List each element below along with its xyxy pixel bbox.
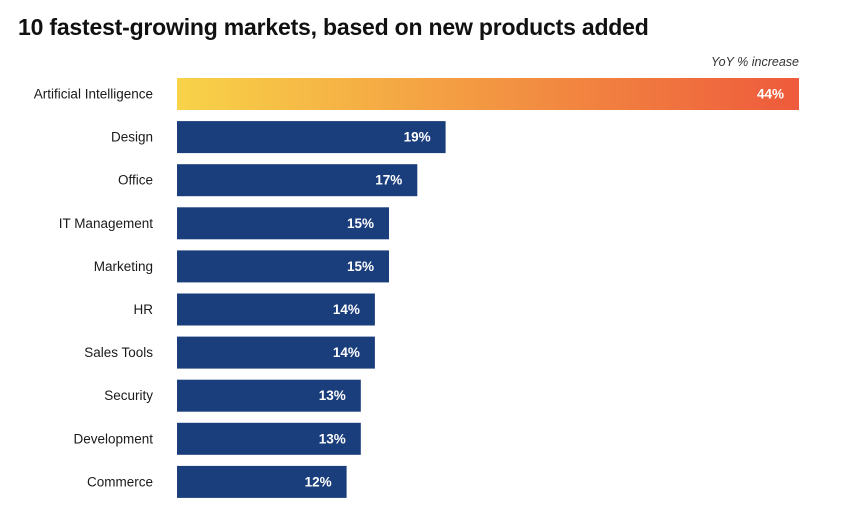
value-label-office: 17% xyxy=(375,173,402,188)
value-label-artificial-intelligence: 44% xyxy=(757,87,784,102)
bar-sales-tools xyxy=(177,336,375,369)
category-label-hr: HR xyxy=(134,302,154,317)
chart-title: 10 fastest-growing markets, based on new… xyxy=(18,14,649,40)
value-label-development: 13% xyxy=(319,431,346,446)
category-label-marketing: Marketing xyxy=(94,259,153,274)
category-label-it-management: IT Management xyxy=(59,216,154,231)
bar-design xyxy=(177,121,446,154)
category-label-artificial-intelligence: Artificial Intelligence xyxy=(34,87,153,102)
bar-office xyxy=(177,164,418,197)
axis-unit-note: YoY % increase xyxy=(710,55,799,69)
bar-commerce xyxy=(177,465,347,498)
bar-artificial-intelligence xyxy=(177,78,799,110)
value-label-security: 13% xyxy=(319,388,346,403)
value-label-commerce: 12% xyxy=(305,474,332,489)
category-label-office: Office xyxy=(118,173,153,188)
category-label-development: Development xyxy=(73,431,153,446)
category-label-sales-tools: Sales Tools xyxy=(84,345,153,360)
bar-development xyxy=(177,422,361,455)
value-label-marketing: 15% xyxy=(347,259,374,274)
value-label-it-management: 15% xyxy=(347,216,374,231)
bars-layer: Artificial Intelligence 44% Design 19% Offic… xyxy=(34,78,799,498)
value-label-hr: 14% xyxy=(333,302,360,317)
category-label-security: Security xyxy=(104,388,153,403)
category-label-design: Design xyxy=(111,130,153,145)
bar-hr xyxy=(177,293,375,326)
value-label-design: 19% xyxy=(404,130,431,145)
value-label-sales-tools: 14% xyxy=(333,345,360,360)
bar-security xyxy=(177,379,361,412)
bar-it-management xyxy=(177,207,389,240)
bar-marketing xyxy=(177,250,389,283)
category-label-commerce: Commerce xyxy=(87,474,153,489)
